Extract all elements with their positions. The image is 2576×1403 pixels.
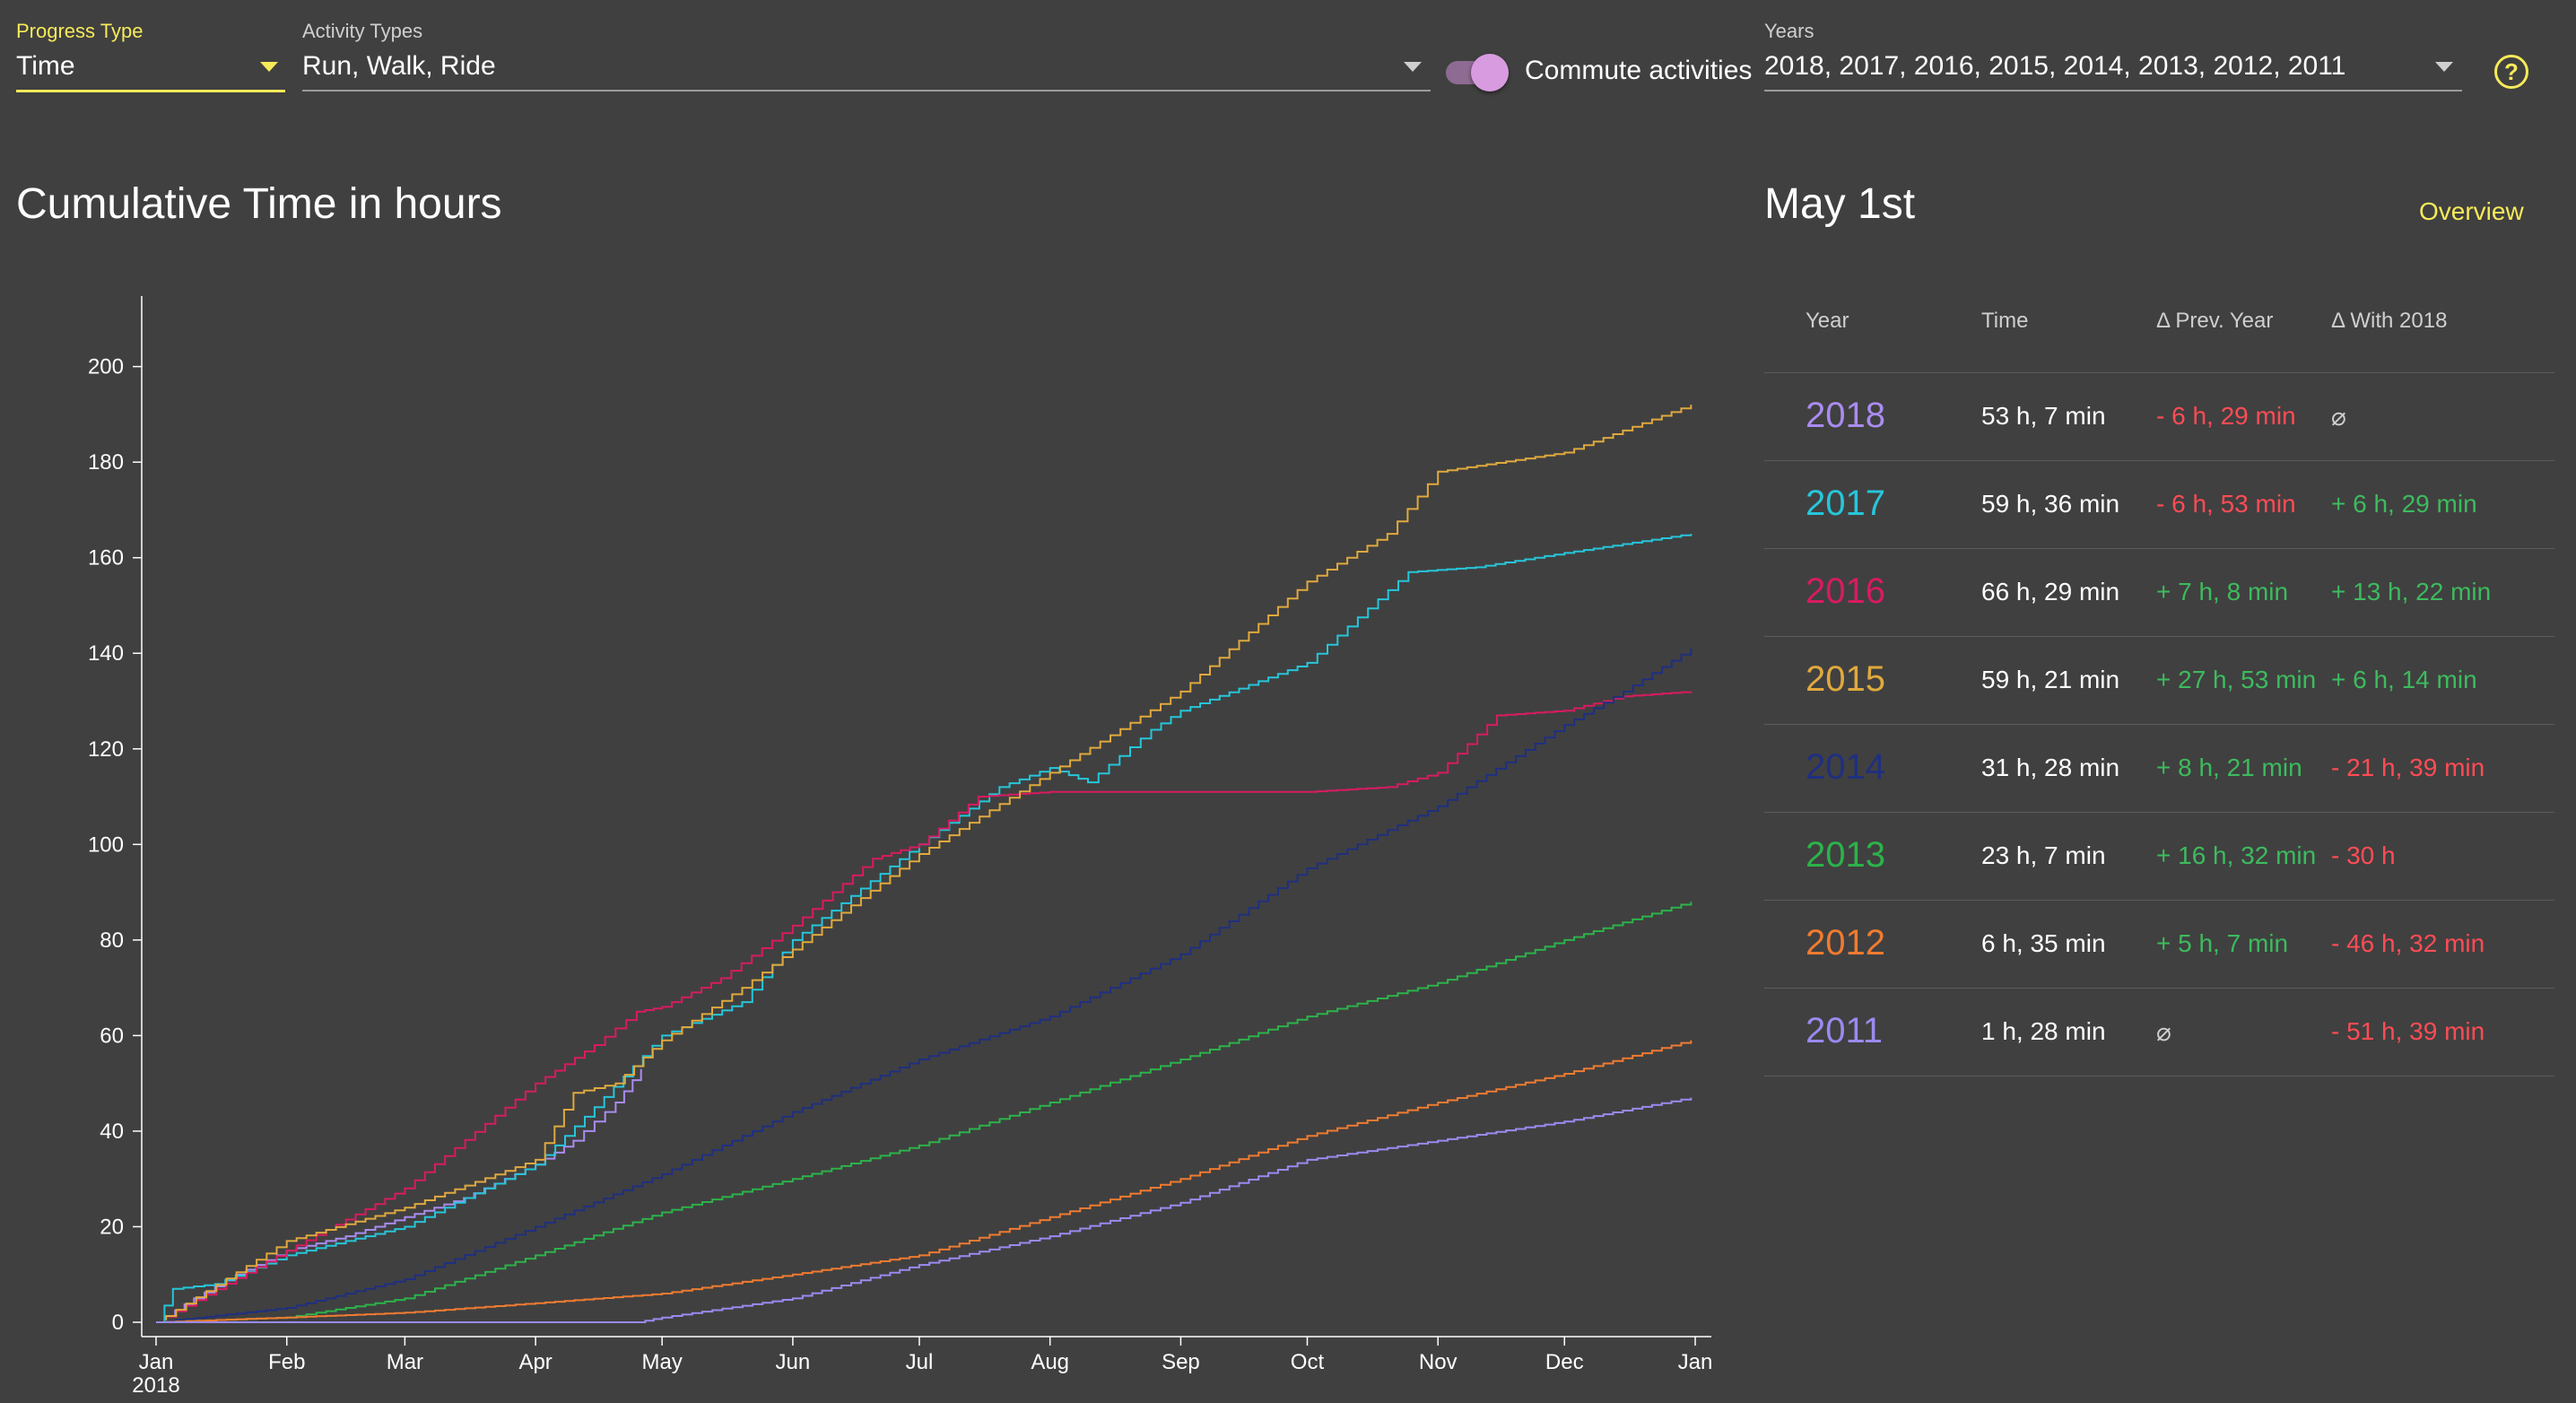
row-time: 31 h, 28 min — [1981, 754, 2120, 781]
activity-types-underline — [302, 90, 1431, 92]
row-year: 2016 — [1806, 571, 1885, 611]
row-time: 66 h, 29 min — [1981, 578, 2120, 606]
row-year: 2011 — [1806, 1011, 1884, 1050]
row-year: 2015 — [1806, 659, 1885, 699]
table-row-divider — [1764, 636, 2554, 637]
activity-types-value: Run, Walk, Ride — [302, 51, 496, 81]
row-delta-with: + 6 h, 14 min — [2331, 666, 2477, 693]
row-year: 2017 — [1806, 484, 1885, 523]
chart-title: Cumulative Time in hours — [16, 180, 502, 228]
row-delta-prev: + 7 h, 8 min — [2156, 578, 2289, 606]
table-header-year: Year — [1806, 309, 1849, 333]
row-year: 2014 — [1806, 747, 1885, 787]
table-row-divider — [1764, 900, 2554, 901]
x-tick-label: Feb — [268, 1350, 305, 1374]
row-time: 59 h, 21 min — [1981, 666, 2120, 693]
y-tick-label: 100 — [88, 832, 124, 857]
row-delta-with: - 21 h, 39 min — [2331, 754, 2485, 781]
row-delta-prev: - 6 h, 53 min — [2156, 490, 2296, 518]
row-time: 6 h, 35 min — [1981, 929, 2106, 957]
table-row-divider — [1764, 812, 2554, 813]
table-row-divider — [1764, 724, 2554, 725]
progress-type-select[interactable]: Progress Type Time — [16, 18, 285, 99]
table-row-divider — [1764, 460, 2554, 461]
row-time: 53 h, 7 min — [1981, 402, 2106, 430]
table-row-divider — [1764, 988, 2554, 989]
progress-type-value: Time — [16, 51, 75, 81]
series-line-2018 — [156, 1068, 642, 1323]
row-delta-with: + 6 h, 29 min — [2331, 490, 2477, 518]
row-delta-prev: + 5 h, 7 min — [2156, 929, 2289, 957]
x-tick-label: Sep — [1162, 1350, 1200, 1374]
y-tick-label: 180 — [88, 450, 124, 475]
series-line-2017 — [156, 534, 1693, 1323]
commute-toggle-label: Commute activities — [1525, 56, 1753, 85]
x-tick-label: Jul — [906, 1350, 934, 1374]
x-tick-label: Jan — [1678, 1350, 1713, 1374]
y-tick-label: 80 — [100, 928, 124, 953]
table-header-time: Time — [1981, 309, 2029, 333]
summary-date-title: May 1st — [1764, 180, 1916, 228]
x-tick-label: Jun — [776, 1350, 811, 1374]
years-value: 2018, 2017, 2016, 2015, 2014, 2013, 2012… — [1764, 51, 2346, 81]
table-header-divider — [1764, 372, 2554, 373]
y-tick-label: 140 — [88, 641, 124, 666]
chevron-down-icon — [2435, 62, 2453, 72]
row-time: 1 h, 28 min — [1981, 1017, 2106, 1045]
row-delta-with: ⌀ — [2331, 403, 2346, 431]
row-time: 59 h, 36 min — [1981, 490, 2120, 518]
row-delta-with: + 13 h, 22 min — [2331, 578, 2492, 606]
row-delta-with: - 46 h, 32 min — [2331, 929, 2485, 957]
row-delta-prev: + 27 h, 53 min — [2156, 666, 2317, 693]
progress-type-underline — [16, 90, 285, 92]
row-delta-prev: ⌀ — [2156, 1018, 2171, 1046]
x-tick-label: Jan — [139, 1350, 174, 1374]
row-year: 2013 — [1806, 835, 1885, 875]
row-delta-with: - 30 h — [2331, 841, 2396, 869]
series-line-2013 — [156, 902, 1693, 1323]
y-tick-label: 200 — [88, 355, 124, 379]
table-row-divider — [1764, 548, 2554, 549]
years-select[interactable]: Years 2018, 2017, 2016, 2015, 2014, 2013… — [1764, 18, 2462, 99]
years-underline — [1764, 90, 2462, 92]
cumulative-time-chart: 0 20 40 60 80 100 120 140 160 180 200 Jan Feb Mar Apr M… — [88, 296, 1713, 1398]
row-delta-with: - 51 h, 39 min — [2331, 1017, 2485, 1045]
commute-toggle[interactable] — [1471, 54, 1509, 92]
row-time: 23 h, 7 min — [1981, 841, 2106, 869]
y-tick-label: 20 — [100, 1215, 124, 1239]
x-tick-label: May — [641, 1350, 682, 1374]
help-icon[interactable]: ? — [2494, 55, 2528, 89]
row-delta-prev: - 6 h, 29 min — [2156, 402, 2296, 430]
table-header-delta-prev: Δ Prev. Year — [2156, 309, 2274, 333]
activity-types-label: Activity Types — [302, 20, 423, 42]
y-tick-label: 160 — [88, 546, 124, 571]
years-label: Years — [1764, 20, 1815, 42]
series-line-2016 — [156, 691, 1693, 1323]
chevron-down-icon — [260, 62, 278, 72]
x-tick-label: Dec — [1545, 1350, 1584, 1374]
row-year: 2018 — [1806, 396, 1885, 435]
series-line-2015 — [156, 405, 1693, 1323]
y-tick-label: 0 — [112, 1311, 124, 1335]
series-line-2012 — [156, 1040, 1693, 1323]
x-tick-label: Apr — [518, 1350, 552, 1374]
row-delta-prev: + 16 h, 32 min — [2156, 841, 2317, 869]
series-line-2014 — [156, 648, 1693, 1323]
activity-types-select[interactable]: Activity Types Run, Walk, Ride — [302, 18, 1431, 99]
y-tick-label: 40 — [100, 1120, 124, 1144]
x-axis-year-label: 2018 — [132, 1373, 179, 1398]
row-delta-prev: + 8 h, 21 min — [2156, 754, 2302, 781]
x-tick-label: Nov — [1419, 1350, 1458, 1374]
progress-type-label: Progress Type — [16, 20, 144, 42]
x-tick-label: Oct — [1291, 1350, 1325, 1374]
chevron-down-icon — [1404, 62, 1422, 72]
row-year: 2012 — [1806, 923, 1885, 963]
x-tick-label: Aug — [1031, 1350, 1069, 1374]
y-tick-label: 120 — [88, 737, 124, 762]
series-line-2011 — [156, 1097, 1693, 1323]
y-tick-label: 60 — [100, 1024, 124, 1048]
overview-link[interactable]: Overview — [2419, 197, 2524, 225]
table-header-delta-with: Δ With 2018 — [2331, 309, 2448, 333]
x-tick-label: Mar — [387, 1350, 423, 1374]
